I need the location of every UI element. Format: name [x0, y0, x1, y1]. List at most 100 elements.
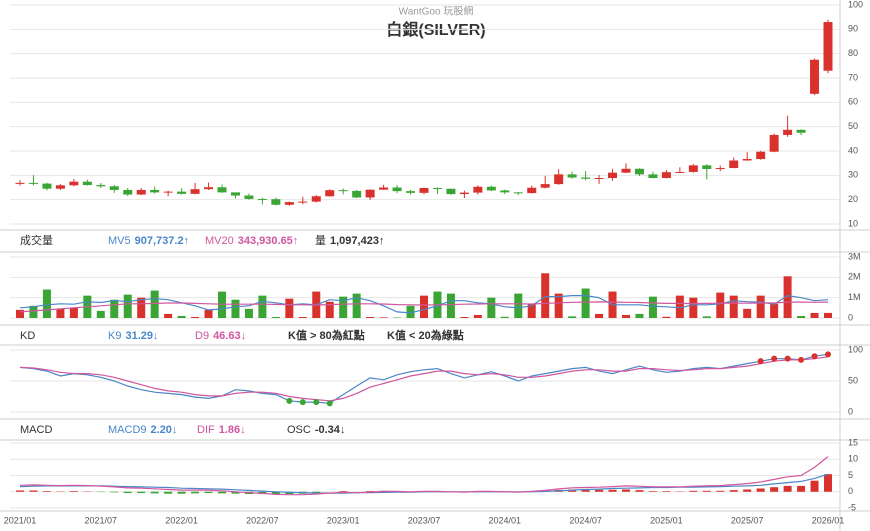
- panel-title: MACD: [20, 424, 52, 436]
- osc-bar: [729, 490, 738, 492]
- candle-body: [540, 184, 550, 188]
- x-tick-label: 2021/01: [4, 515, 37, 525]
- legend-value: 1,097,423↑: [330, 235, 384, 247]
- macd-line: [19, 456, 829, 496]
- legend-value: 2.20↓: [151, 424, 178, 436]
- x-tick-label: 2022/07: [246, 515, 279, 525]
- osc-bar: [204, 491, 213, 494]
- candle-body: [298, 201, 308, 203]
- candle-body: [769, 134, 779, 152]
- osc-bar: [595, 489, 604, 492]
- candle-body: [392, 187, 402, 192]
- volume-bar: [743, 308, 752, 318]
- candle-body: [742, 159, 752, 161]
- chart-subtitle: WantGoo 玩股網: [399, 5, 474, 18]
- y-tick-label: 70: [848, 72, 858, 82]
- volume-bar: [379, 317, 388, 318]
- volume-bar: [635, 313, 644, 318]
- osc-bar: [123, 491, 132, 494]
- legend-name: MACD9: [108, 424, 147, 436]
- candle-body: [190, 189, 200, 194]
- osc-bar: [150, 491, 159, 494]
- volume-bar: [581, 288, 590, 318]
- candle-body: [702, 165, 712, 170]
- osc-bar: [191, 491, 200, 494]
- volume-bar: [500, 316, 509, 318]
- candle-body: [486, 186, 496, 191]
- osc-bar: [824, 474, 832, 492]
- osc-bar: [271, 491, 280, 495]
- legend-name: MV5: [108, 235, 131, 247]
- volume-bar: [164, 313, 173, 318]
- volume-bar: [514, 293, 523, 318]
- osc-bar: [231, 491, 240, 494]
- volume-bar: [420, 295, 428, 318]
- candle-body: [271, 199, 281, 205]
- candle-body: [459, 192, 469, 195]
- volume-bar: [339, 296, 348, 318]
- legend-name: K9: [108, 330, 121, 342]
- candle-body: [352, 190, 362, 198]
- osc-bar: [716, 490, 725, 492]
- volume-bar: [69, 307, 78, 318]
- candle-body: [473, 186, 483, 193]
- osc-bar: [16, 490, 24, 492]
- osc-bar: [581, 489, 590, 492]
- osc-bar: [164, 491, 173, 494]
- kd-dot: [798, 356, 805, 363]
- y-tick-label: 0: [848, 406, 853, 416]
- candle-body: [715, 168, 725, 170]
- kd-dot: [286, 397, 293, 404]
- candle-body: [823, 22, 833, 71]
- osc-bar: [42, 491, 51, 492]
- volume-bar: [527, 303, 536, 318]
- volume-bar: [729, 295, 738, 318]
- legend-note: K值 > 80為紅點: [288, 328, 365, 342]
- candle-body: [810, 59, 820, 94]
- osc-bar: [339, 491, 348, 492]
- volume-bar: [258, 295, 267, 318]
- kd-dot: [299, 399, 306, 406]
- volume-bar: [675, 295, 684, 318]
- volume-bar: [231, 299, 240, 318]
- candle-body: [42, 183, 52, 189]
- kd-line: [19, 353, 829, 404]
- x-tick-label: 2024/01: [489, 515, 522, 525]
- candle-body: [634, 168, 644, 175]
- volume-bar: [110, 299, 119, 318]
- volume-bar: [16, 309, 24, 318]
- kd-dot: [825, 351, 831, 358]
- kd-dot: [757, 358, 764, 365]
- y-tick-label: 10: [848, 218, 858, 228]
- candle-body: [675, 171, 685, 173]
- x-tick-label: 2023/01: [327, 515, 360, 525]
- x-tick-label: 2025/07: [731, 515, 764, 525]
- legend-name: OSC: [287, 424, 311, 436]
- volume-bar: [298, 316, 307, 318]
- candle-body: [406, 191, 416, 193]
- x-tick-label: 2022/01: [165, 515, 198, 525]
- candle-body: [729, 160, 739, 169]
- osc-bar: [797, 485, 806, 492]
- candle-body: [230, 192, 240, 196]
- y-tick-label: -5: [848, 502, 856, 512]
- osc-bar: [783, 485, 792, 492]
- legend-name: DIF: [197, 424, 215, 436]
- candle-body: [621, 168, 631, 173]
- candle-body: [217, 187, 227, 193]
- legend-value: 343,930.65↑: [238, 235, 299, 247]
- volume-bar: [662, 316, 671, 318]
- candle-body: [69, 181, 79, 186]
- volume-bar: [352, 293, 361, 318]
- candle-body: [123, 189, 133, 195]
- volume-bar: [460, 316, 469, 318]
- candle-body: [284, 202, 294, 205]
- x-tick-label: 2021/07: [85, 515, 118, 525]
- y-tick-label: 0: [848, 312, 853, 322]
- y-tick-label: 10: [848, 454, 858, 464]
- panel-title: 成交量: [20, 233, 53, 247]
- volume-bar: [204, 309, 213, 318]
- candle-body: [325, 190, 335, 197]
- volume-bar: [150, 290, 159, 318]
